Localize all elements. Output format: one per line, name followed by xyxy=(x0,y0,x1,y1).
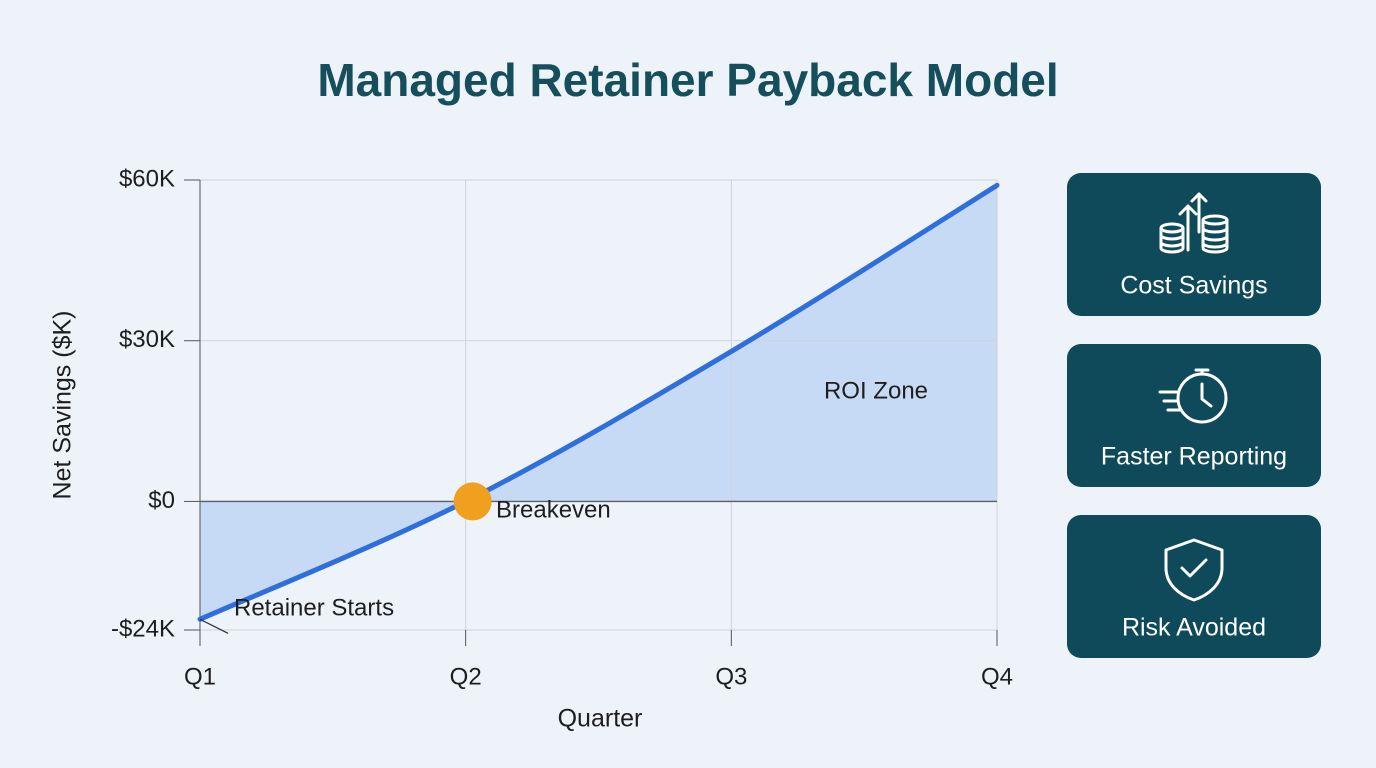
panel-label: Risk Avoided xyxy=(1122,614,1266,642)
x-tick-label: Q3 xyxy=(715,663,747,690)
y-tick-label: $30K xyxy=(119,326,175,353)
panels xyxy=(1067,173,1321,658)
panel-card xyxy=(1067,173,1321,316)
y-axis-label: Net Savings ($K) xyxy=(49,311,77,500)
y-tick-label: $0 xyxy=(148,487,175,514)
panel-label: Cost Savings xyxy=(1120,272,1267,300)
x-tick-label: Q1 xyxy=(184,663,216,690)
x-axis-label: Quarter xyxy=(558,705,643,733)
annotation: ROI Zone xyxy=(824,377,928,404)
area-fill xyxy=(200,185,997,620)
stopwatch-icon xyxy=(1158,368,1228,424)
y-tick-label: $60K xyxy=(119,165,175,192)
annotation-leader xyxy=(199,618,229,634)
shield-icon xyxy=(1164,538,1224,602)
chart-title: Managed Retainer Payback Model xyxy=(317,54,1058,106)
annotation: Breakeven xyxy=(496,496,611,523)
x-tick-label: Q4 xyxy=(981,663,1013,690)
panel-card xyxy=(1067,515,1321,658)
x-tick-label: Q2 xyxy=(450,663,482,690)
panel-label: Faster Reporting xyxy=(1101,443,1287,471)
coins-icon xyxy=(1159,192,1229,254)
breakeven-marker xyxy=(453,482,492,521)
annotation: Retainer Starts xyxy=(234,594,394,621)
panel-card xyxy=(1067,344,1321,487)
y-tick-label: -$24K xyxy=(111,615,175,642)
series-line xyxy=(197,182,1000,622)
